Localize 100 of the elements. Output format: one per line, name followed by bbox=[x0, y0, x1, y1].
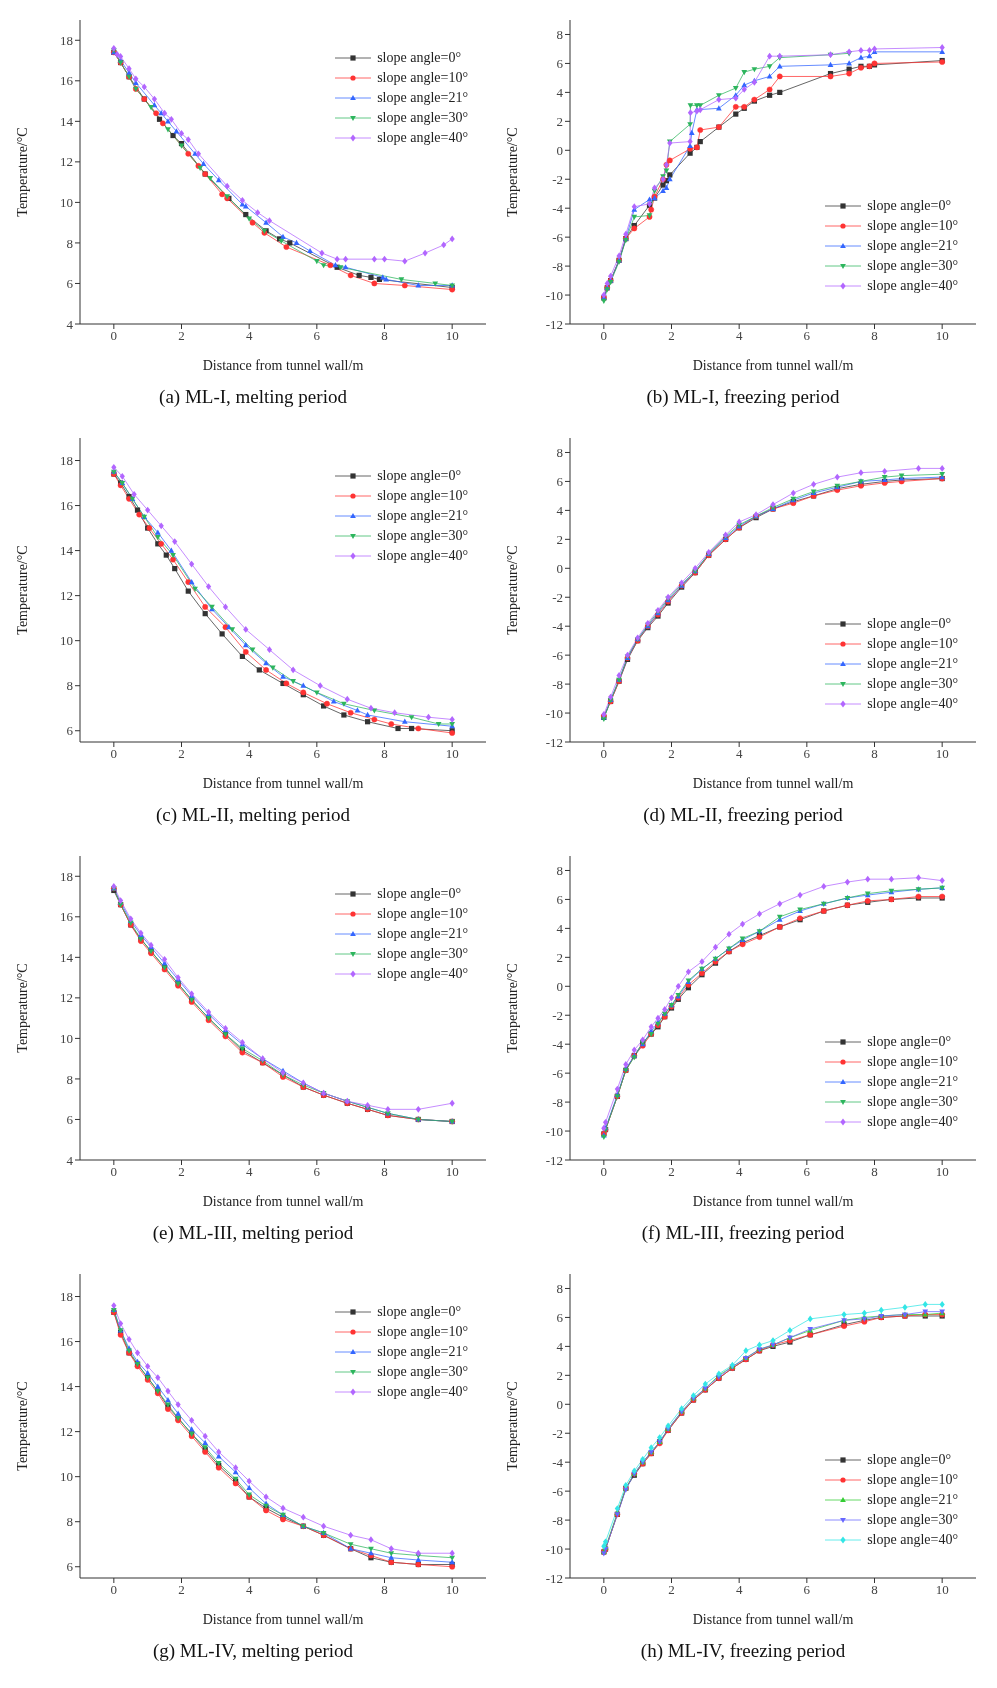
x-tick-label: 6 bbox=[313, 328, 321, 344]
legend-label: slope angle=0° bbox=[867, 1034, 951, 1050]
legend-label: slope angle=10° bbox=[867, 1054, 958, 1070]
legend-label: slope angle=10° bbox=[377, 70, 468, 86]
legend-label: slope angle=40° bbox=[377, 1384, 468, 1400]
x-tick-label: 4 bbox=[735, 746, 743, 762]
x-tick-label: 4 bbox=[245, 1164, 253, 1180]
legend-label: slope angle=10° bbox=[867, 1472, 958, 1488]
y-tick-label: 14 bbox=[60, 949, 74, 965]
y-tick-label: 4 bbox=[556, 921, 564, 936]
y-tick-label: -6 bbox=[552, 1483, 564, 1499]
x-axis-title: Distance from tunnel wall/m bbox=[202, 1194, 364, 1209]
legend-label: slope angle=21° bbox=[377, 508, 468, 524]
legend-label: slope angle=21° bbox=[867, 1492, 958, 1508]
y-tick-label: 14 bbox=[60, 543, 74, 559]
y-tick-label: 0 bbox=[556, 1396, 563, 1412]
legend-label: slope angle=30° bbox=[377, 528, 468, 544]
legend-label: slope angle=21° bbox=[377, 1344, 468, 1360]
y-tick-label: -4 bbox=[552, 618, 564, 634]
legend-label: slope angle=30° bbox=[377, 946, 468, 962]
x-tick-label: 4 bbox=[735, 1164, 743, 1180]
x-tick-label: 6 bbox=[313, 746, 321, 762]
x-tick-label: 6 bbox=[803, 1582, 811, 1598]
y-tick-label: 18 bbox=[60, 1289, 73, 1305]
y-tick-label: -10 bbox=[545, 705, 563, 721]
legend-label: slope angle=10° bbox=[867, 218, 958, 234]
x-tick-label: 8 bbox=[381, 1164, 388, 1180]
x-tick-label: 0 bbox=[110, 746, 118, 762]
y-tick-label: -2 bbox=[552, 589, 563, 605]
y-tick-label: 2 bbox=[556, 531, 563, 547]
x-tick-label: 6 bbox=[313, 1164, 321, 1180]
x-axis-title: Distance from tunnel wall/m bbox=[202, 776, 364, 791]
legend-label: slope angle=30° bbox=[377, 1364, 468, 1380]
legend-label: slope angle=0° bbox=[377, 468, 461, 484]
y-tick-label: -6 bbox=[552, 1065, 564, 1081]
text: (b) ML-I, freezing period bbox=[645, 386, 841, 408]
y-tick-label: -12 bbox=[545, 316, 563, 332]
legend-label: slope angle=0° bbox=[377, 1304, 461, 1320]
y-tick-label: -8 bbox=[552, 676, 563, 692]
text: (a) ML-I, melting period bbox=[158, 386, 348, 408]
y-tick-label: 12 bbox=[60, 154, 73, 170]
legend-label: slope angle=21° bbox=[867, 656, 958, 672]
y-tick-label: -2 bbox=[552, 1007, 563, 1023]
x-tick-label: 6 bbox=[803, 328, 811, 344]
y-tick-label: -4 bbox=[552, 1036, 564, 1052]
x-tick-label: 10 bbox=[935, 1582, 949, 1598]
x-tick-label: 10 bbox=[935, 1164, 949, 1180]
y-tick-label: 16 bbox=[60, 1334, 74, 1350]
x-axis-title: Distance from tunnel wall/m bbox=[692, 358, 854, 373]
legend-label: slope angle=21° bbox=[377, 90, 468, 106]
y-tick-label: 0 bbox=[556, 978, 563, 994]
legend-label: slope angle=10° bbox=[377, 906, 468, 922]
legend-label: slope angle=0° bbox=[867, 198, 951, 214]
y-tick-label: 14 bbox=[60, 113, 74, 129]
y-tick-label: 6 bbox=[556, 474, 564, 490]
legend-label: slope angle=30° bbox=[867, 258, 958, 274]
x-tick-label: 2 bbox=[178, 746, 185, 762]
y-tick-label: -8 bbox=[552, 1094, 563, 1110]
y-axis-title: Temperature/°C bbox=[504, 127, 520, 217]
y-tick-label: 4 bbox=[66, 316, 74, 332]
y-tick-label: 16 bbox=[60, 498, 74, 514]
y-tick-label: -2 bbox=[552, 1425, 563, 1441]
x-tick-label: 0 bbox=[600, 746, 608, 762]
x-tick-label: 0 bbox=[600, 1582, 608, 1598]
x-axis-title: Distance from tunnel wall/m bbox=[692, 1194, 854, 1209]
y-tick-label: 6 bbox=[66, 723, 74, 739]
y-tick-label: 10 bbox=[60, 633, 73, 649]
x-tick-label: 2 bbox=[668, 1582, 675, 1598]
y-axis-title: Temperature/°C bbox=[14, 963, 30, 1053]
x-tick-label: 2 bbox=[178, 328, 185, 344]
y-tick-label: -12 bbox=[545, 1570, 563, 1586]
y-tick-label: -6 bbox=[552, 229, 564, 245]
y-tick-label: 2 bbox=[556, 113, 563, 129]
y-tick-label: 10 bbox=[60, 195, 73, 211]
x-tick-label: 8 bbox=[381, 1582, 388, 1598]
y-tick-label: 8 bbox=[556, 27, 563, 43]
x-tick-label: 10 bbox=[935, 746, 949, 762]
legend-label: slope angle=40° bbox=[867, 1114, 958, 1130]
y-tick-label: 14 bbox=[60, 1379, 74, 1395]
x-axis-title: Distance from tunnel wall/m bbox=[202, 358, 364, 373]
y-tick-label: 6 bbox=[66, 1559, 74, 1575]
x-tick-label: 0 bbox=[110, 1582, 118, 1598]
y-tick-label: 10 bbox=[60, 1031, 73, 1047]
x-axis-title: Distance from tunnel wall/m bbox=[202, 1612, 364, 1627]
y-tick-label: 10 bbox=[60, 1469, 73, 1485]
y-tick-label: 4 bbox=[66, 1152, 74, 1168]
x-axis-title: Distance from tunnel wall/m bbox=[692, 776, 854, 791]
y-tick-label: 6 bbox=[66, 1112, 74, 1128]
y-tick-label: 18 bbox=[60, 32, 73, 48]
y-tick-label: -8 bbox=[552, 258, 563, 274]
y-tick-label: 18 bbox=[60, 453, 73, 469]
y-tick-label: -4 bbox=[552, 200, 564, 216]
y-tick-label: -4 bbox=[552, 1454, 564, 1470]
y-tick-label: -6 bbox=[552, 647, 564, 663]
y-tick-label: 16 bbox=[60, 73, 74, 89]
y-tick-label: 6 bbox=[66, 276, 74, 292]
legend-label: slope angle=21° bbox=[377, 926, 468, 942]
x-tick-label: 8 bbox=[871, 1164, 878, 1180]
y-tick-label: 8 bbox=[556, 1281, 563, 1297]
legend-label: slope angle=40° bbox=[377, 548, 468, 564]
